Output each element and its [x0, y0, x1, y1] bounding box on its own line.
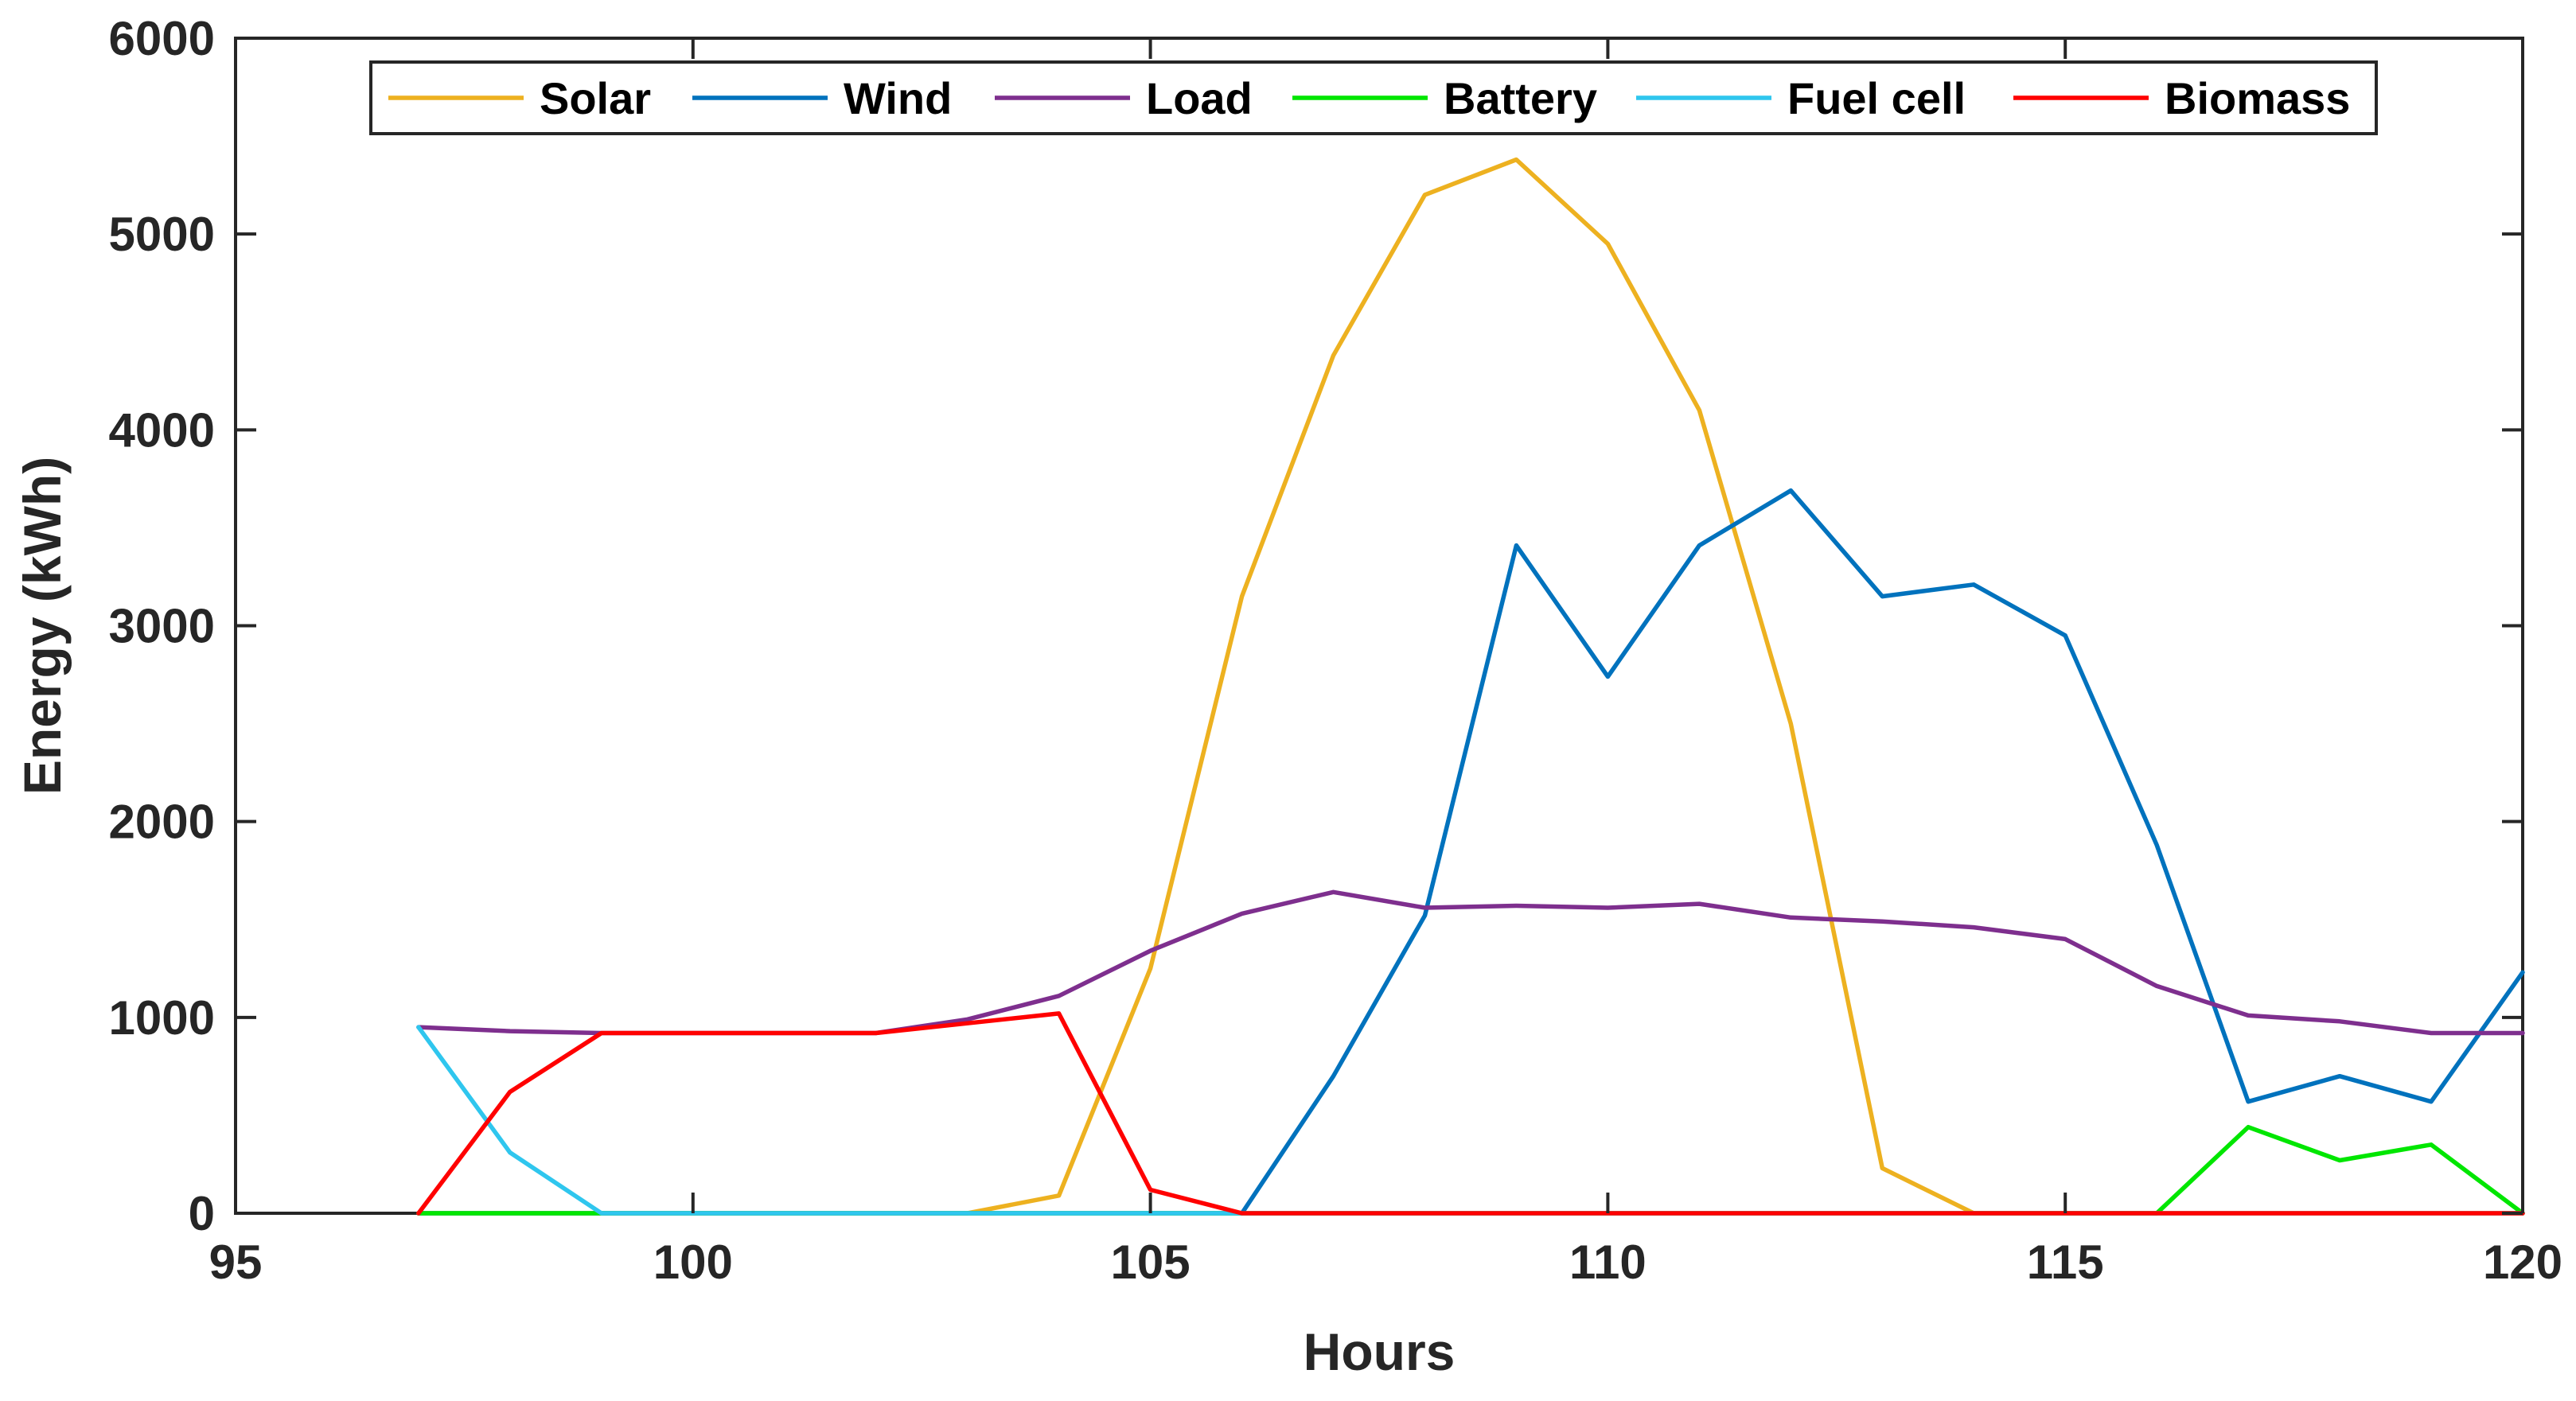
y-tick-label: 3000: [109, 600, 215, 653]
legend-label-battery: Battery: [1444, 73, 1597, 123]
x-tick-label: 115: [2027, 1236, 2104, 1289]
legend-label-solar: Solar: [540, 73, 651, 123]
x-tick-label: 105: [1111, 1236, 1191, 1289]
series-layer: [416, 157, 2525, 1216]
legend: Solar Wind Load Battery Fuel cell Biomass: [369, 60, 2378, 135]
y-tick-label: 6000: [109, 12, 215, 65]
legend-label-wind: Wind: [844, 73, 952, 123]
x-tick-label: 110: [1569, 1236, 1647, 1289]
x-tick-label: 100: [653, 1236, 733, 1289]
x-tick-label: 120: [2483, 1236, 2562, 1289]
y-tick-label: 1000: [109, 991, 215, 1045]
legend-label-fuel-cell: Fuel cell: [1787, 73, 1966, 123]
plot-frame: [234, 37, 2524, 1215]
legend-label-biomass: Biomass: [2165, 73, 2350, 123]
y-tick-label: 0: [189, 1187, 215, 1240]
x-tick-label: 95: [209, 1236, 263, 1289]
plot-area: [234, 37, 2524, 1215]
y-axis-label: Energy (kWh): [13, 457, 72, 795]
y-tick-label: 4000: [109, 403, 215, 457]
series-line-biomass: [416, 1011, 2525, 1216]
x-axis-label: Hours: [1304, 1322, 1456, 1381]
y-tick-label: 5000: [109, 208, 215, 261]
ticks-layer: 95 100 105 110 115 120 0 1000 2000 3000 4000 5000 60…: [109, 12, 2563, 1289]
y-tick-label: 2000: [109, 796, 215, 849]
legend-label-load: Load: [1146, 73, 1253, 123]
